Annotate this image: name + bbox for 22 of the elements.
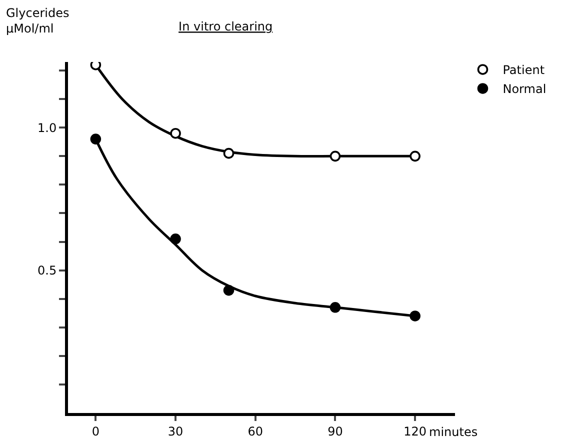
point xyxy=(330,302,341,313)
x-axis-title: minutes xyxy=(429,425,478,439)
y-tick-label: 1.0 xyxy=(38,120,57,135)
point xyxy=(170,234,181,244)
x-tick-label: 120 xyxy=(404,424,427,438)
legend-label: Patient xyxy=(502,63,545,78)
y-axis-title: Glycerides µMol/ml xyxy=(6,6,70,36)
point xyxy=(410,150,420,162)
point xyxy=(410,310,420,322)
point xyxy=(90,134,102,144)
point xyxy=(90,62,102,70)
y-tick-label: 0.5 xyxy=(38,264,57,278)
legend-label: Normal xyxy=(502,82,546,96)
chart-title: In vitro clearing xyxy=(178,20,273,34)
x-tick-label: 90 xyxy=(328,424,343,438)
point xyxy=(223,284,234,296)
x-tick-label: 0 xyxy=(92,424,100,438)
point xyxy=(330,150,341,162)
x-tick-label: 60 xyxy=(248,424,264,438)
point xyxy=(170,128,181,139)
point xyxy=(223,148,234,159)
x-tick-label: 30 xyxy=(168,424,184,438)
